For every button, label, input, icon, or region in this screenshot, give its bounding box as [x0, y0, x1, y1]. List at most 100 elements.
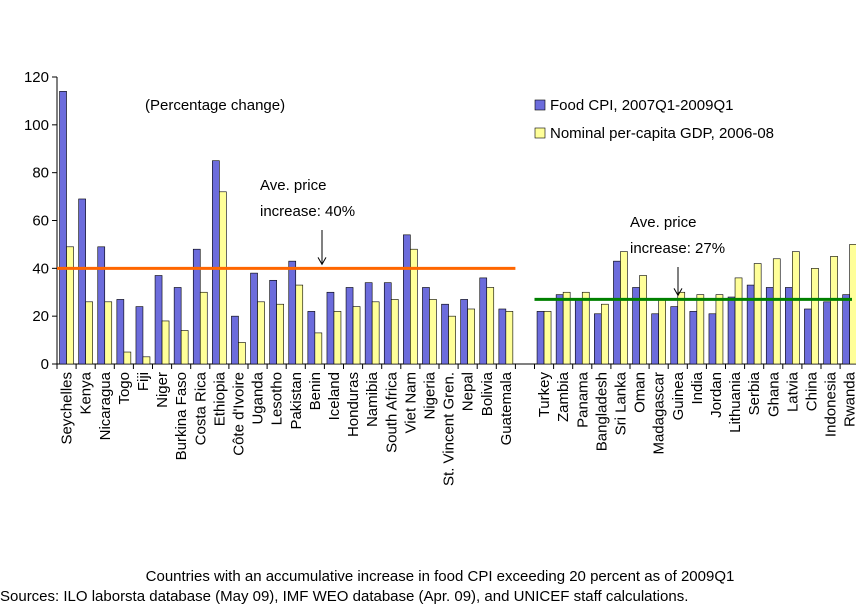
annotation-arrowhead	[673, 288, 683, 297]
x-tick-label: Ethiopia	[211, 371, 228, 426]
bar	[562, 291, 571, 365]
bar	[104, 301, 113, 365]
bar	[161, 320, 170, 365]
subtitle: (Percentage change)	[145, 97, 285, 114]
bar	[371, 301, 380, 365]
x-tick-label: China	[803, 371, 820, 411]
y-tick-label: 60	[32, 213, 49, 230]
bar	[505, 311, 514, 365]
bar	[345, 287, 354, 365]
x-tick-label: Nigeria	[421, 371, 438, 419]
annotation: Ave. price	[260, 177, 326, 194]
x-tick-label: Seychelles	[59, 372, 76, 445]
x-tick-label: Indonesia	[823, 371, 840, 437]
x-tick-label: Viet Nam	[402, 372, 419, 433]
bar	[257, 301, 265, 365]
bar	[364, 282, 373, 365]
bar	[753, 263, 762, 365]
bar	[173, 287, 182, 365]
y-tick-label: 40	[32, 260, 49, 277]
annotation: increase: 27%	[630, 240, 725, 257]
bar	[689, 311, 698, 365]
bar	[830, 256, 838, 365]
bar	[59, 91, 67, 365]
x-tick-label: Nicaragua	[97, 371, 114, 440]
bar	[620, 251, 628, 365]
bar	[422, 287, 430, 365]
bar	[219, 191, 227, 365]
y-tick-label: 80	[32, 165, 49, 182]
bar	[651, 313, 659, 365]
x-tick-label: Sri Lanka	[612, 371, 629, 435]
x-tick-label: Oman	[632, 372, 649, 413]
x-tick-label: Guinea	[670, 371, 687, 420]
bar	[677, 291, 686, 365]
x-tick-label: Namibia	[364, 371, 381, 427]
bar	[192, 248, 201, 365]
annotation: increase: 40%	[260, 203, 355, 220]
bar	[823, 301, 831, 365]
bar	[467, 308, 475, 365]
bar	[97, 246, 106, 365]
y-tick-label: 100	[24, 117, 49, 134]
y-tick-label: 120	[24, 69, 49, 86]
bar	[250, 272, 258, 365]
bar	[269, 279, 277, 365]
x-tick-label: Rwanda	[842, 371, 856, 427]
x-tick-label: Burkina Faso	[173, 372, 190, 460]
bar	[403, 234, 411, 365]
bar	[849, 244, 856, 365]
bar	[498, 308, 507, 365]
bar	[601, 303, 609, 365]
x-tick-label: Latvia	[784, 371, 801, 412]
bar	[708, 313, 717, 365]
x-tick-label: Benin	[307, 372, 324, 410]
bar	[842, 294, 850, 365]
bar	[333, 311, 342, 365]
bar	[639, 275, 647, 365]
source-note: Sources: ILO laborsta database (May 09),…	[0, 588, 688, 605]
bar	[715, 294, 724, 365]
bar	[746, 284, 755, 365]
bar	[238, 342, 246, 365]
bar	[410, 248, 418, 365]
bar	[123, 351, 132, 365]
x-tick-label: Uganda	[250, 371, 267, 424]
x-tick-label: Côte d'Ivoire	[230, 372, 247, 456]
bar	[307, 311, 316, 365]
x-tick-label: Ghana	[765, 371, 782, 417]
bar	[811, 268, 819, 365]
bar	[772, 258, 781, 365]
bar	[390, 299, 399, 365]
x-tick-label: Jordan	[708, 372, 725, 418]
bar	[383, 282, 392, 365]
x-tick-label: India	[689, 371, 706, 404]
bar	[594, 313, 602, 365]
legend-label: Food CPI, 2007Q1-2009Q1	[550, 97, 733, 114]
bar	[116, 299, 125, 365]
x-tick-label: Madagascar	[651, 372, 668, 455]
bar	[696, 294, 705, 365]
bar	[212, 160, 220, 365]
bar	[276, 303, 284, 365]
legend-swatch	[534, 127, 546, 139]
bar	[581, 291, 590, 365]
bar	[727, 296, 736, 365]
bar	[613, 260, 621, 365]
x-tick-label: Turkey	[536, 372, 553, 418]
bar	[154, 275, 163, 365]
bar	[486, 287, 495, 365]
bar	[574, 299, 583, 365]
bar	[231, 315, 239, 365]
legend-swatch	[534, 99, 546, 111]
bar	[555, 294, 564, 365]
x-tick-label: South Africa	[383, 371, 400, 453]
x-axis-label: Countries with an accumulative increase …	[146, 568, 735, 585]
x-tick-label: Iceland	[326, 372, 343, 420]
annotation: Ave. price	[630, 214, 696, 231]
x-tick-label: Niger	[154, 372, 171, 408]
x-tick-label: St. Vincent Gren.	[441, 372, 458, 486]
x-tick-label: Panama	[574, 371, 591, 428]
x-tick-label: Kenya	[78, 371, 95, 414]
